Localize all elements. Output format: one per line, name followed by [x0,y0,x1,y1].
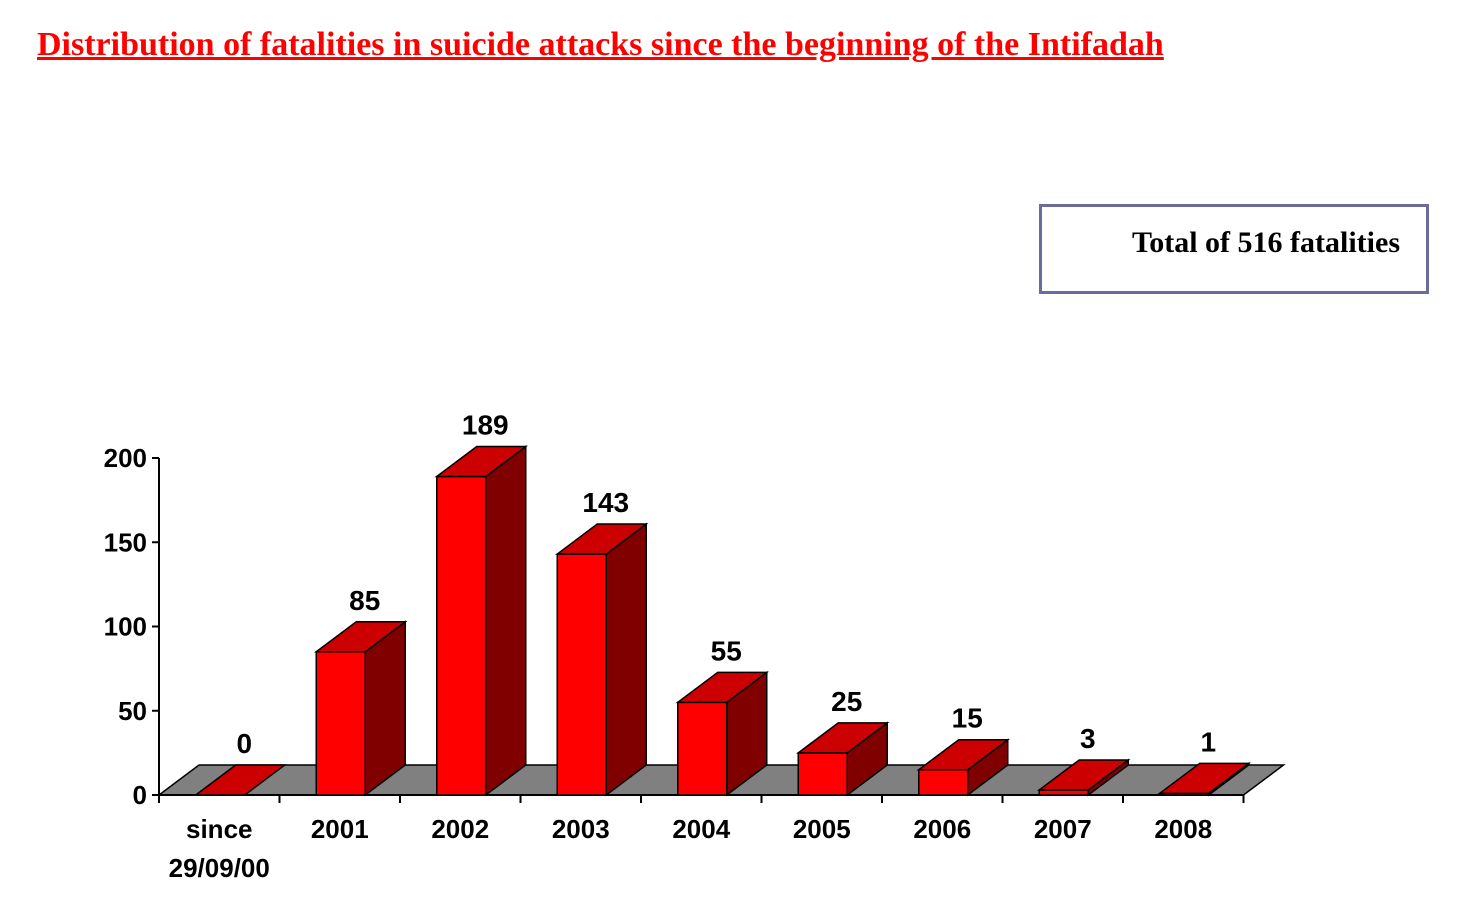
x-category-label: 2002 [431,814,489,844]
bar [555,522,649,797]
bar-top [916,738,1010,771]
x-category-label-line: 2008 [1154,814,1212,844]
bar-value-label: 55 [711,635,742,666]
bar [193,764,287,796]
bar-value-label: 25 [831,686,862,717]
x-category-label-line: 2006 [913,814,971,844]
total-annotation-box: Total of 516 fatalities [1039,204,1429,294]
bar-value-label: 15 [952,703,983,734]
bar-top [555,523,649,555]
x-category-label: since 29/09/00 [169,814,270,883]
x-category-label-line: 2007 [1034,814,1092,844]
bar-side [605,522,647,797]
bar [1157,761,1251,797]
y-tick-label: 0 [133,780,147,810]
x-category-label: 2001 [311,814,369,844]
bar-front [436,475,487,796]
x-category-label: 2004 [672,814,730,844]
bar-top [314,621,408,653]
bar-value-label: 85 [349,585,380,616]
y-tick-label: 100 [104,612,147,642]
bar [1037,758,1131,797]
bar [434,445,528,797]
bar-front [677,701,728,796]
bar-side [485,445,527,797]
bar [916,738,1010,797]
bar-front [918,768,969,796]
x-category-label: 2003 [552,814,610,844]
chart-title: Distribution of fatalities in suicide at… [37,26,1164,63]
chart-bars-layer [193,445,1251,797]
bar-value-label: 143 [582,487,629,518]
bar [796,721,890,797]
bar-value-label: 189 [462,410,509,441]
x-category-label: 2007 [1034,814,1092,844]
x-category-label: 2008 [1154,814,1212,844]
bar-front [315,651,366,796]
total-annotation-text: Total of 516 fatalities [1131,226,1400,259]
x-category-label-line: 2001 [311,814,369,844]
y-tick-label: 150 [104,527,147,557]
x-category-label-line: 2002 [431,814,489,844]
chart-labels-layer: 0 50 100 150 200 0 since 29/09/00 85 2001 189 2002 1… [104,410,1216,883]
bar-front [1038,789,1089,796]
bar-front [797,752,848,796]
y-tick-label: 200 [104,443,147,473]
bar-top [796,722,890,754]
y-tick-label: 50 [118,696,147,726]
x-category-label-line: 2004 [672,814,730,844]
bar-value-label: 0 [236,728,252,759]
bar-top [675,671,769,704]
bar-value-label: 1 [1200,726,1216,757]
x-category-label-line: since [186,814,253,844]
x-category-label-line: 29/09/00 [169,853,270,883]
bar-top [193,764,287,796]
x-category-label-line: 2005 [793,814,851,844]
bar-top [1037,759,1131,791]
bar-top [1157,762,1251,795]
bar-front [556,553,607,796]
x-category-label: 2006 [913,814,971,844]
bar-value-label: 3 [1080,723,1096,754]
x-category-label-line: 2003 [552,814,610,844]
bar [675,670,769,797]
bar [314,620,408,797]
x-category-label: 2005 [793,814,851,844]
bar-top [434,445,528,478]
